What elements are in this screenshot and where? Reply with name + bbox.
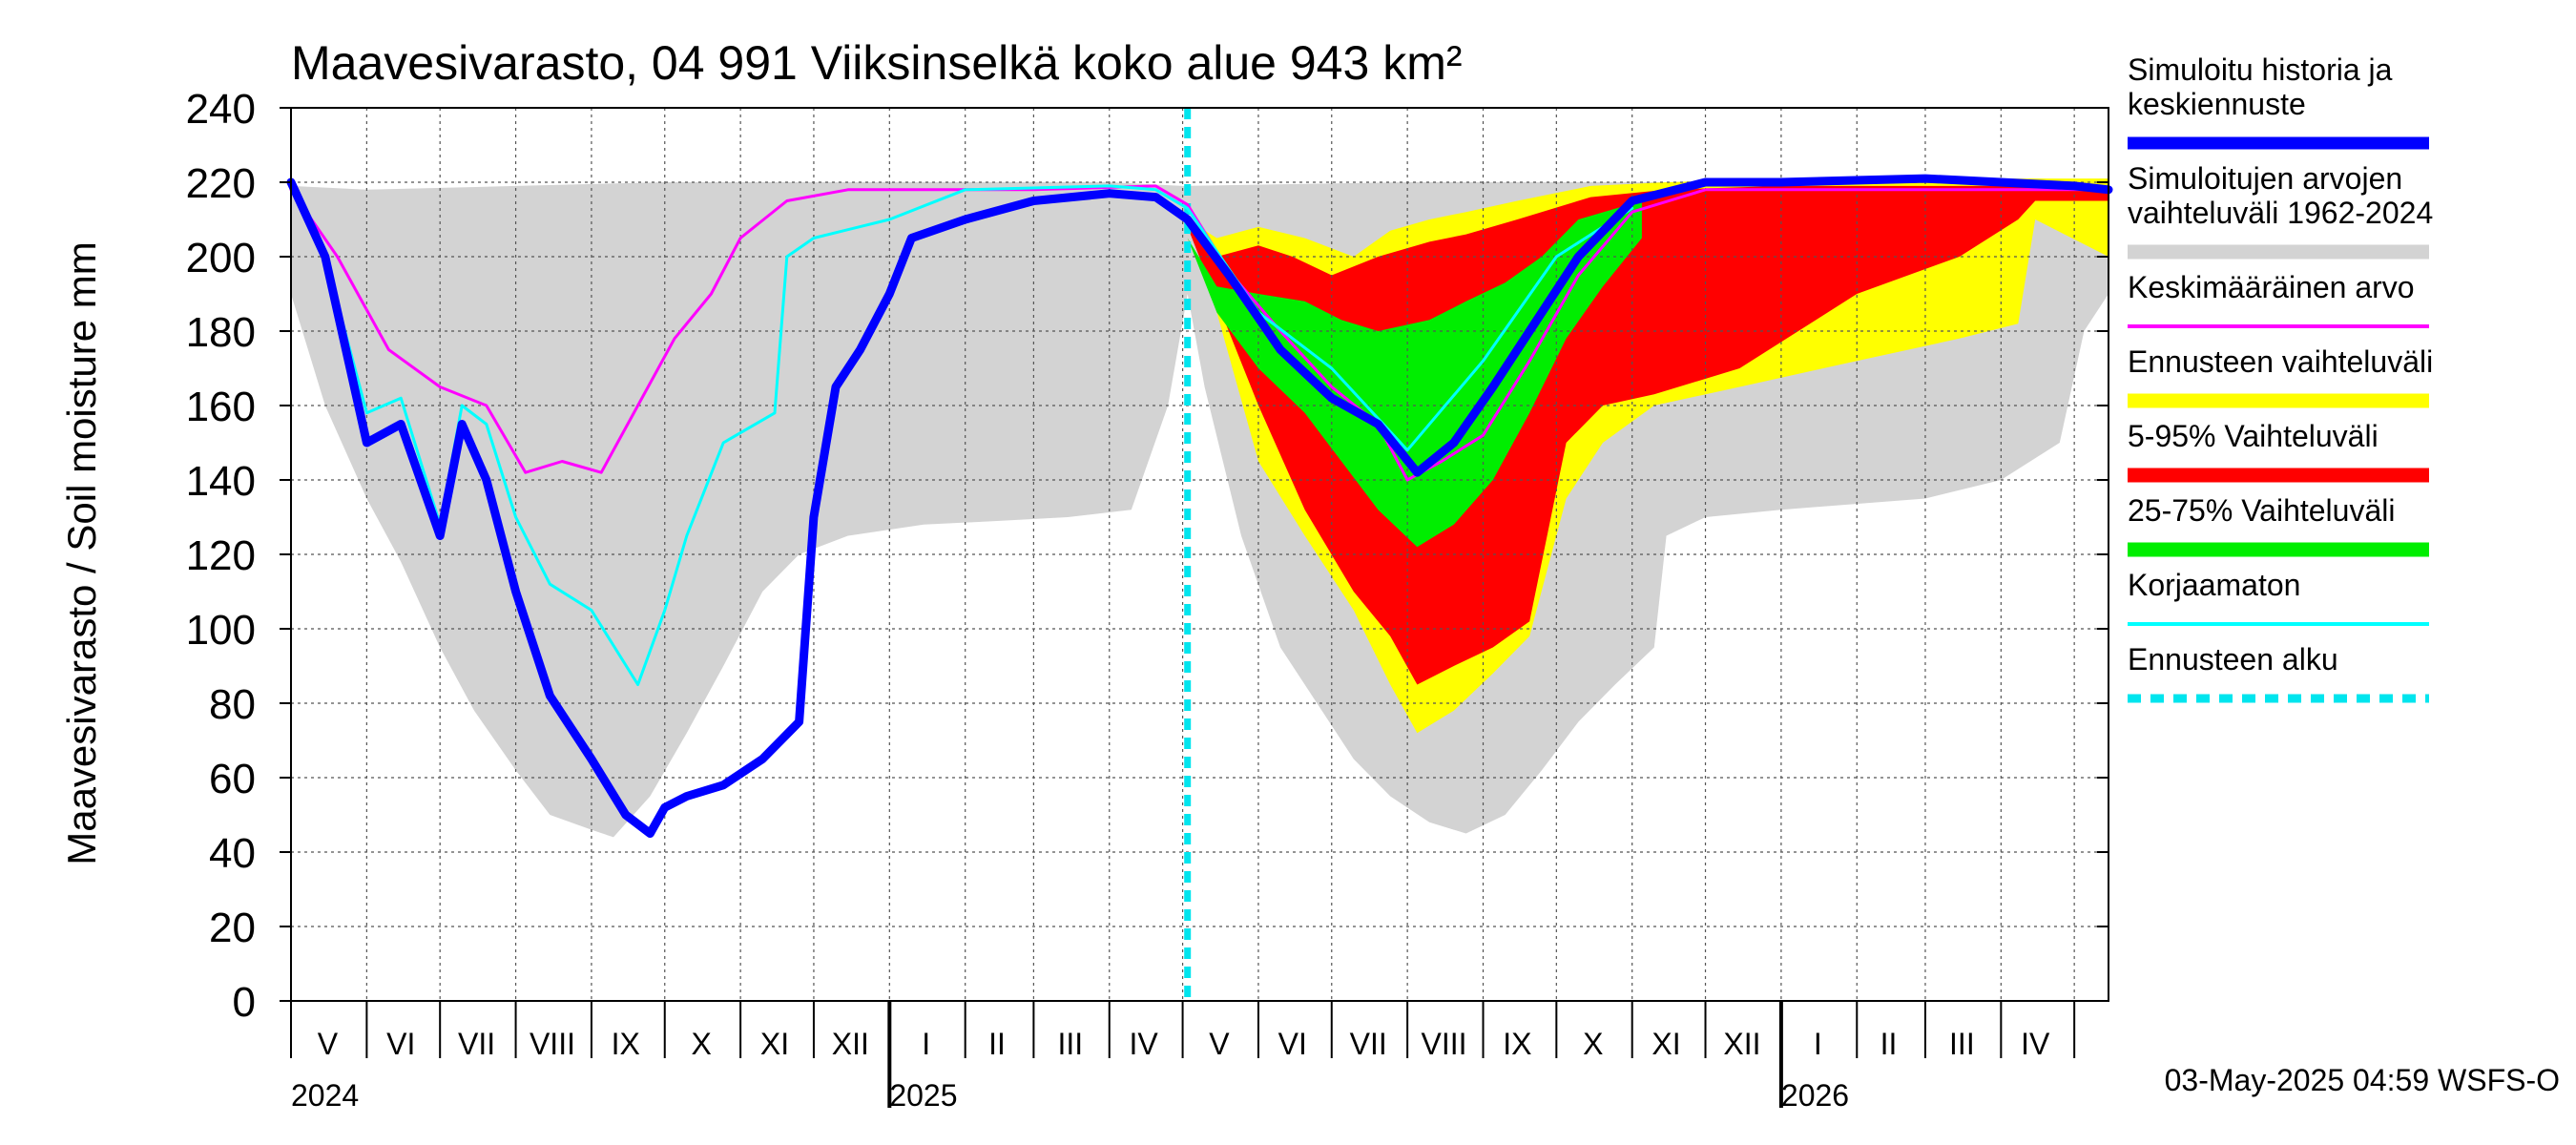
month-label-8: I bbox=[922, 1027, 930, 1061]
month-label-20: I bbox=[1814, 1027, 1822, 1061]
month-label-13: VI bbox=[1278, 1027, 1307, 1061]
legend-label-1: Simuloitujen arvojen bbox=[2128, 161, 2402, 196]
series-line-2 bbox=[286, 174, 2113, 838]
legend-label-5: 25-75% Vaihteluväli bbox=[2128, 493, 2395, 528]
band-2 bbox=[1187, 185, 2109, 685]
legend-label-4: 5-95% Vaihteluväli bbox=[2128, 419, 2379, 453]
month-label-19: XII bbox=[1723, 1027, 1760, 1061]
month-label-22: III bbox=[1949, 1027, 1975, 1061]
month-label-15: VIII bbox=[1422, 1027, 1467, 1061]
y-tick-label-20: 20 bbox=[209, 905, 256, 951]
month-label-21: II bbox=[1880, 1027, 1898, 1061]
y-tick-label-100: 100 bbox=[186, 607, 256, 654]
year-label-2024: 2024 bbox=[291, 1078, 359, 1113]
legend-label-0: Simuloitu historia ja bbox=[2128, 52, 2393, 87]
chart-title: Maavesivarasto, 04 991 Viiksinselkä koko… bbox=[291, 36, 1463, 90]
footer-timestamp: 03-May-2025 04:59 WSFS-O bbox=[2165, 1063, 2560, 1097]
y-tick-label-60: 60 bbox=[209, 756, 256, 802]
year-label-2025: 2025 bbox=[889, 1078, 957, 1113]
y-axis-label: Maavesivarasto / Soil moisture mm bbox=[59, 241, 104, 865]
grid-layer bbox=[291, 108, 2109, 1001]
year-label-2026: 2026 bbox=[1781, 1078, 1849, 1113]
legend-label-3: Ennusteen vaihteluväli bbox=[2128, 344, 2433, 379]
series-line-0 bbox=[289, 184, 2110, 482]
y-tick-label-240: 240 bbox=[186, 86, 256, 133]
month-label-5: X bbox=[691, 1027, 711, 1061]
month-label-6: XI bbox=[760, 1027, 789, 1061]
month-label-9: II bbox=[988, 1027, 1006, 1061]
line-layer bbox=[286, 108, 2113, 1001]
month-label-7: XII bbox=[832, 1027, 869, 1061]
legend-label-6: Korjaamaton bbox=[2128, 568, 2300, 602]
month-label-3: VIII bbox=[530, 1027, 575, 1061]
band-3 bbox=[1187, 200, 1642, 548]
legend-label-2: Keskimääräinen arvo bbox=[2128, 270, 2415, 304]
month-label-23: IV bbox=[2021, 1027, 2050, 1061]
band-layer bbox=[291, 178, 2109, 838]
month-label-14: VII bbox=[1350, 1027, 1387, 1061]
y-tick-label-120: 120 bbox=[186, 532, 256, 579]
month-label-10: III bbox=[1057, 1027, 1083, 1061]
y-tick-label-80: 80 bbox=[209, 681, 256, 728]
y-tick-label-160: 160 bbox=[186, 384, 256, 430]
y-tick-label-180: 180 bbox=[186, 309, 256, 356]
y-tick-label-40: 40 bbox=[209, 830, 256, 877]
month-label-4: IX bbox=[612, 1027, 640, 1061]
month-label-0: V bbox=[318, 1027, 339, 1061]
month-label-1: VI bbox=[386, 1027, 415, 1061]
month-label-17: X bbox=[1583, 1027, 1603, 1061]
y-tick-label-0: 0 bbox=[233, 979, 256, 1026]
y-tick-label-140: 140 bbox=[186, 458, 256, 505]
month-label-18: XI bbox=[1652, 1027, 1680, 1061]
month-label-11: IV bbox=[1129, 1027, 1158, 1061]
legend-label-1-line2: vaihteluväli 1962-2024 bbox=[2128, 196, 2433, 230]
month-label-16: IX bbox=[1503, 1027, 1531, 1061]
month-label-12: V bbox=[1209, 1027, 1230, 1061]
y-tick-label-200: 200 bbox=[186, 235, 256, 281]
legend-label-7: Ennusteen alku bbox=[2128, 642, 2338, 677]
month-label-2: VII bbox=[458, 1027, 495, 1061]
y-tick-label-220: 220 bbox=[186, 160, 256, 207]
legend-label-0-line2: keskiennuste bbox=[2128, 87, 2306, 121]
